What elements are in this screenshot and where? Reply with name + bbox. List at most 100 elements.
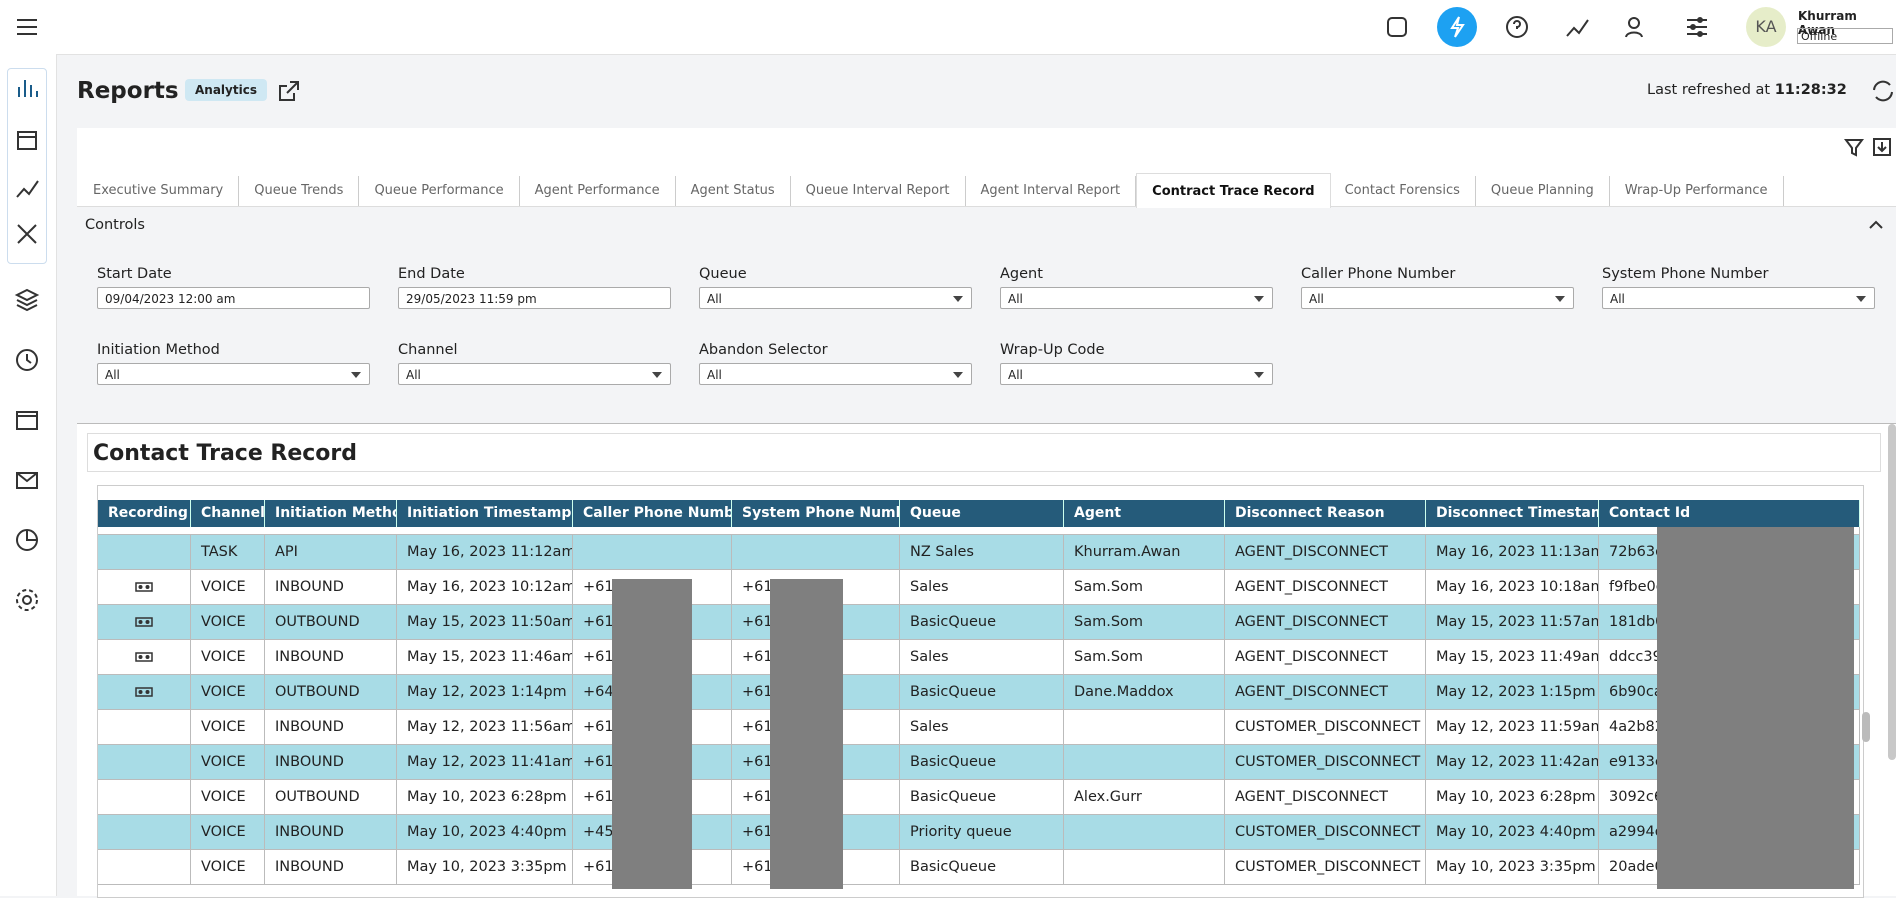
table-cell: May 15, 2023 11:49am xyxy=(1426,640,1599,675)
user-name: Khurram Awan xyxy=(1798,9,1857,37)
column-header: System Phone Number xyxy=(732,500,900,527)
controls-panel xyxy=(77,206,1896,424)
column-header: Channel xyxy=(191,500,265,527)
controls-title: Controls xyxy=(85,217,145,233)
menu-button[interactable] xyxy=(14,14,40,40)
table-cell: CUSTOMER_DISCONNECT xyxy=(1225,745,1426,780)
dropdown-caret xyxy=(652,372,662,378)
dropdown-caret xyxy=(953,296,963,302)
table-cell: API xyxy=(265,535,397,570)
table-cell: AGENT_DISCONNECT xyxy=(1225,535,1426,570)
recording-icon[interactable] xyxy=(135,687,153,697)
filter-label: Start Date xyxy=(97,266,172,282)
filter-button[interactable] xyxy=(1843,136,1865,158)
table-cell xyxy=(98,675,191,710)
table-cell: May 10, 2023 3:35pm xyxy=(397,850,573,885)
recording-icon[interactable] xyxy=(135,617,153,627)
tab[interactable]: Queue Trends xyxy=(239,176,360,206)
window-nav[interactable] xyxy=(14,407,40,433)
select-input[interactable]: All xyxy=(699,287,972,309)
settings-sliders[interactable] xyxy=(1684,14,1710,40)
table-cell: Sam.Som xyxy=(1064,605,1225,640)
collapse-button[interactable] xyxy=(1866,214,1886,234)
filter-value: All xyxy=(707,368,722,382)
table-cell xyxy=(98,605,191,640)
table-cell: Sam.Som xyxy=(1064,570,1225,605)
refresh-button[interactable] xyxy=(1870,78,1896,104)
select-input[interactable]: All xyxy=(699,363,972,385)
chart-icon[interactable] xyxy=(1564,14,1590,40)
tab[interactable]: Queue Performance xyxy=(359,176,520,206)
table-cell xyxy=(98,535,191,570)
page-scrollbar[interactable] xyxy=(1888,424,1896,760)
active-tab[interactable]: Contract Trace Record xyxy=(1136,173,1331,208)
tab[interactable]: Agent Status xyxy=(676,176,791,206)
filter-label: End Date xyxy=(398,266,465,282)
filter-label: Agent xyxy=(1000,266,1043,282)
select-input[interactable]: All xyxy=(1000,287,1273,309)
filter-value: All xyxy=(406,368,421,382)
table-cell: TASK xyxy=(191,535,265,570)
select-input[interactable]: All xyxy=(398,363,671,385)
column-header: Disconnect Timestamp xyxy=(1426,500,1599,527)
filter-value: All xyxy=(1008,368,1023,382)
select-input[interactable]: All xyxy=(1000,363,1273,385)
layers-nav[interactable] xyxy=(14,287,40,313)
notes-icon[interactable] xyxy=(1384,14,1410,40)
export-button[interactable] xyxy=(1871,136,1893,158)
history-nav[interactable] xyxy=(14,347,40,373)
tab[interactable]: Wrap-Up Performance xyxy=(1610,176,1784,206)
trends-nav[interactable] xyxy=(14,175,40,201)
table-cell: VOICE xyxy=(191,780,265,815)
table-cell: May 16, 2023 10:12am xyxy=(397,570,573,605)
select-input[interactable]: All xyxy=(1301,287,1574,309)
status-select[interactable]: Offline xyxy=(1797,28,1893,44)
recording-icon[interactable] xyxy=(135,652,153,662)
dropdown-caret xyxy=(1856,296,1866,302)
table-scrollbar[interactable] xyxy=(1862,712,1870,742)
table-cell: May 10, 2023 6:28pm xyxy=(397,780,573,815)
table-cell xyxy=(1064,745,1225,780)
table-cell: May 16, 2023 11:12am xyxy=(397,535,573,570)
date-input[interactable]: 09/04/2023 12:00 am xyxy=(97,287,370,309)
pie-nav[interactable] xyxy=(14,527,40,553)
table-cell: May 16, 2023 11:13am xyxy=(1426,535,1599,570)
column-header: Initiation Method xyxy=(265,500,397,527)
refresh-label: Last refreshed at xyxy=(1647,82,1771,98)
tab[interactable]: Queue Interval Report xyxy=(791,176,966,206)
external-link[interactable] xyxy=(276,78,302,104)
table-cell: Sales xyxy=(900,710,1064,745)
tab[interactable]: Executive Summary xyxy=(78,176,240,206)
filter-label: Channel xyxy=(398,342,458,358)
date-input[interactable]: 29/05/2023 11:59 pm xyxy=(398,287,671,309)
select-input[interactable]: All xyxy=(1602,287,1875,309)
sidebar xyxy=(0,54,57,896)
users-icon[interactable] xyxy=(1624,14,1650,40)
mail-nav[interactable] xyxy=(14,467,40,493)
table-cell: May 15, 2023 11:50am xyxy=(397,605,573,640)
filter-value: All xyxy=(105,368,120,382)
avatar[interactable]: KA xyxy=(1746,7,1786,47)
recording-icon[interactable] xyxy=(135,582,153,592)
tools-nav[interactable] xyxy=(14,221,40,247)
select-input[interactable]: All xyxy=(97,363,370,385)
quick-action[interactable] xyxy=(1437,7,1477,47)
tab[interactable]: Contact Forensics xyxy=(1330,176,1476,206)
tab[interactable]: Agent Performance xyxy=(520,176,676,206)
table-cell: Dane.Maddox xyxy=(1064,675,1225,710)
tab[interactable]: Agent Interval Report xyxy=(966,176,1137,206)
table-cell: May 10, 2023 4:40pm xyxy=(1426,815,1599,850)
top-bar: KA Khurram Awan Offline xyxy=(0,0,1896,55)
calendar-nav[interactable] xyxy=(14,127,40,153)
filter-value: 09/04/2023 12:00 am xyxy=(105,292,236,306)
tab[interactable]: Queue Planning xyxy=(1476,176,1610,206)
table-cell: Priority queue xyxy=(900,815,1064,850)
reports-nav[interactable] xyxy=(14,75,40,101)
table-cell: AGENT_DISCONNECT xyxy=(1225,570,1426,605)
settings-nav[interactable] xyxy=(14,587,40,613)
help-icon[interactable] xyxy=(1504,14,1530,40)
table-cell: VOICE xyxy=(191,675,265,710)
table-cell: INBOUND xyxy=(265,710,397,745)
filter-value: All xyxy=(1008,292,1023,306)
column-header: Initiation Timestamp xyxy=(397,500,573,527)
